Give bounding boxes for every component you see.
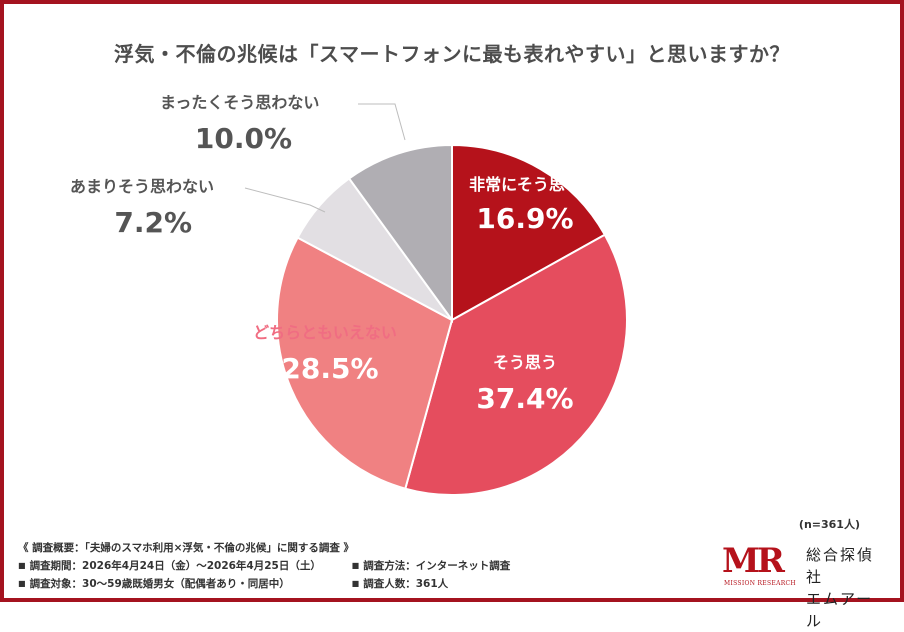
sample-size: (n=361人) xyxy=(798,518,860,531)
pie-slice xyxy=(276,236,454,490)
leader-line xyxy=(358,103,406,141)
bullet-icon: ■ xyxy=(18,579,26,588)
leader-line xyxy=(244,187,326,213)
pie-slice xyxy=(404,233,628,496)
footer-target: 調査対象：30〜59歳既婚男女（配偶者あり・同居中） xyxy=(29,578,290,590)
slice-label: どちらともいえない xyxy=(253,323,397,342)
survey-footer: 《 調査概要：「夫婦のスマホ利用×浮気・不倫の兆候」に関する調査 》 ■ 調査期間… xyxy=(18,540,510,593)
pie-slice xyxy=(347,143,453,324)
bullet-icon: ■ xyxy=(351,561,360,570)
slice-value: 28.5% xyxy=(281,352,378,385)
slice-label: そう思う xyxy=(493,353,557,372)
logo-name-line1: 総合探偵社 xyxy=(806,546,875,586)
slice-value: 7.2% xyxy=(114,206,192,239)
footer-heading: 《 調査概要：「夫婦のスマホ利用×浮気・不倫の兆候」に関する調査 》 xyxy=(18,542,355,554)
pie-chart: 非常にそう思う 16.9% そう思う 37.4% どちらともいえない 28.5% あまりそう… xyxy=(70,93,628,496)
slice-value: 16.9% xyxy=(476,202,573,235)
slice-label: 非常にそう思う xyxy=(469,175,581,194)
slice-value: 37.4% xyxy=(476,382,573,415)
slice-label: あまりそう思わない xyxy=(70,177,214,196)
logo-name: 総合探偵社 エムアール xyxy=(806,544,882,632)
footer-method: 調査方法：インターネット調査 xyxy=(363,560,511,572)
bullet-icon: ■ xyxy=(351,579,360,588)
company-logo: MR MISSION RESEARCH 総合探偵社 エムアール xyxy=(722,540,882,630)
pie-slice xyxy=(451,143,607,322)
slice-value: 10.0% xyxy=(195,122,292,155)
logo-mark: MR xyxy=(722,541,785,581)
chart-title: 浮気・不倫の兆候は「スマートフォンに最も表れやすい」と思いますか？ xyxy=(114,42,790,66)
footer-count: 調査人数：361人 xyxy=(363,578,449,590)
logo-subtitle: MISSION RESEARCH xyxy=(724,580,796,587)
bullet-icon: ■ xyxy=(18,561,26,570)
slice-label: まったくそう思わない xyxy=(160,93,319,112)
logo-name-line2: エムアール xyxy=(806,590,874,630)
footer-period: 調査期間：2026年4月24日（金）〜2026年4月25日（土） xyxy=(29,560,321,572)
